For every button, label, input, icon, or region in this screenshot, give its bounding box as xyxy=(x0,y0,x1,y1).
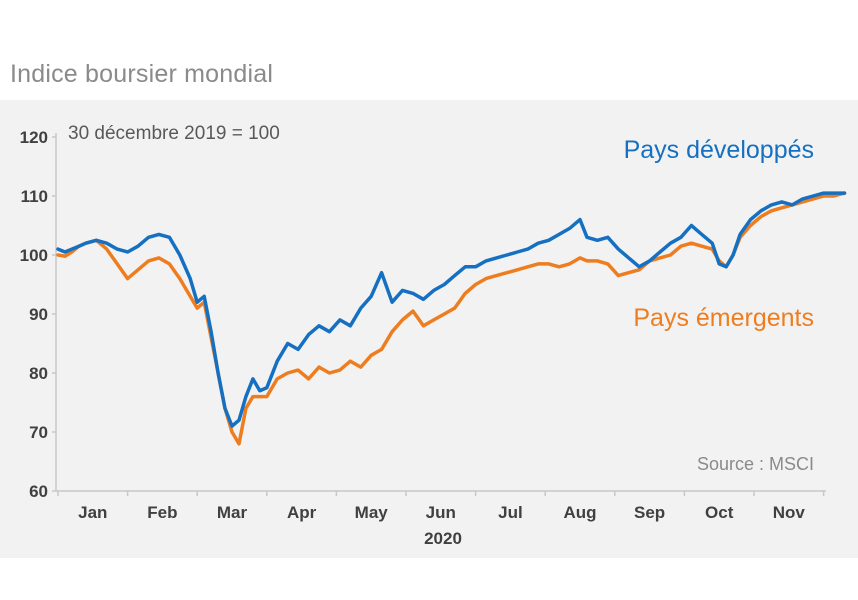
x-axis-year-label: 2020 xyxy=(424,529,462,548)
chart-title: Indice boursier mondial xyxy=(10,60,274,88)
x-axis: Jan Feb Mar Apr May Jun Jul Aug Sep Oct Nov xyxy=(56,490,826,522)
x-tick-label: May xyxy=(355,503,389,522)
y-tick-label: 110 xyxy=(21,187,48,206)
y-tick-label: 80 xyxy=(29,364,48,383)
y-tick-label: 60 xyxy=(29,482,48,501)
x-tick-label: Aug xyxy=(563,503,596,522)
y-tick-label: 120 xyxy=(20,128,48,147)
legend-developed: Pays développés xyxy=(624,136,814,164)
x-tick-label: Mar xyxy=(217,503,248,522)
y-tick-label: 90 xyxy=(29,305,48,324)
y-axis: 60 70 80 90 100 110 120 xyxy=(20,128,57,501)
chart-panel xyxy=(0,100,858,558)
series-lines xyxy=(56,191,847,446)
x-tick-label: Oct xyxy=(705,503,734,522)
x-tick-label: Sep xyxy=(634,503,665,522)
legend-emerging: Pays émergents xyxy=(633,304,814,332)
y-tick-label: 100 xyxy=(20,246,48,265)
baseline-note: 30 décembre 2019 = 100 xyxy=(68,123,280,144)
y-tick-label: 70 xyxy=(29,423,48,442)
x-tick-label: Jun xyxy=(426,503,456,522)
x-tick-label: Feb xyxy=(147,503,177,522)
source-note: Source : MSCI xyxy=(697,454,814,474)
series-line-developed xyxy=(56,191,847,428)
x-tick-label: Jan xyxy=(78,503,107,522)
x-tick-label: Nov xyxy=(773,503,806,522)
x-tick-label: Apr xyxy=(287,503,317,522)
x-tick-label: Jul xyxy=(498,503,523,522)
